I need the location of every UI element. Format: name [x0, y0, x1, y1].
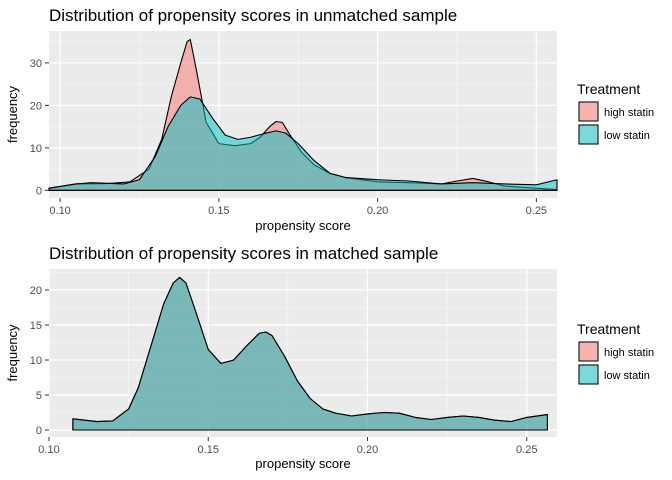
legend-label: high statin — [604, 107, 654, 119]
y-tick-label: 30 — [30, 58, 42, 70]
y-tick-label: 20 — [30, 285, 42, 297]
y-tick-label: 0 — [36, 425, 42, 437]
legend: Treatment high statin low statin — [577, 321, 654, 385]
density-area-low-statin — [72, 276, 548, 431]
y-tick-label: 20 — [30, 100, 42, 112]
legend-label: low statin — [604, 370, 650, 382]
x-tick-label: 0.20 — [367, 205, 388, 217]
legend: Treatment high statin low statin — [577, 81, 654, 145]
chart-panel-2: 0.10 0.15 0.20 0.25 0 5 10 15 20 Distribution of … — [5, 244, 654, 471]
legend-title: Treatment — [577, 321, 640, 337]
legend-label: low statin — [604, 130, 650, 142]
x-tick-label: 0.25 — [526, 205, 547, 217]
x-tick-label: 0.15 — [208, 205, 229, 217]
chart-title: Distribution of propensity scores in mat… — [49, 244, 438, 263]
x-tick-label: 0.10 — [49, 205, 70, 217]
chart-title: Distribution of propensity scores in unm… — [49, 6, 457, 25]
legend-swatch-high-statin — [578, 341, 599, 362]
y-tick-label: 5 — [36, 390, 42, 402]
y-tick-label: 0 — [36, 185, 42, 197]
legend-label: high statin — [604, 347, 654, 359]
legend-swatch-low-statin — [578, 124, 599, 145]
x-tick-label: 0.20 — [357, 444, 378, 456]
x-tick-label: 0.15 — [198, 444, 219, 456]
y-axis-label: frequency — [5, 324, 20, 382]
chart-panel-1: 0.10 0.15 0.20 0.25 0 10 20 30 Distribution of p… — [5, 6, 654, 233]
x-axis-label: propensity score — [255, 456, 350, 471]
x-tick-label: 0.25 — [516, 444, 537, 456]
x-tick-label: 0.10 — [38, 444, 59, 456]
density-area-low-statin — [48, 96, 558, 191]
legend-swatch-low-statin — [578, 364, 599, 385]
legend-swatch-high-statin — [578, 101, 599, 122]
y-tick-label: 10 — [30, 355, 42, 367]
y-tick-label: 15 — [30, 320, 42, 332]
legend-title: Treatment — [577, 81, 640, 97]
y-axis-label: frequency — [5, 85, 20, 143]
x-axis-label: propensity score — [255, 218, 350, 233]
y-tick-label: 10 — [30, 143, 42, 155]
